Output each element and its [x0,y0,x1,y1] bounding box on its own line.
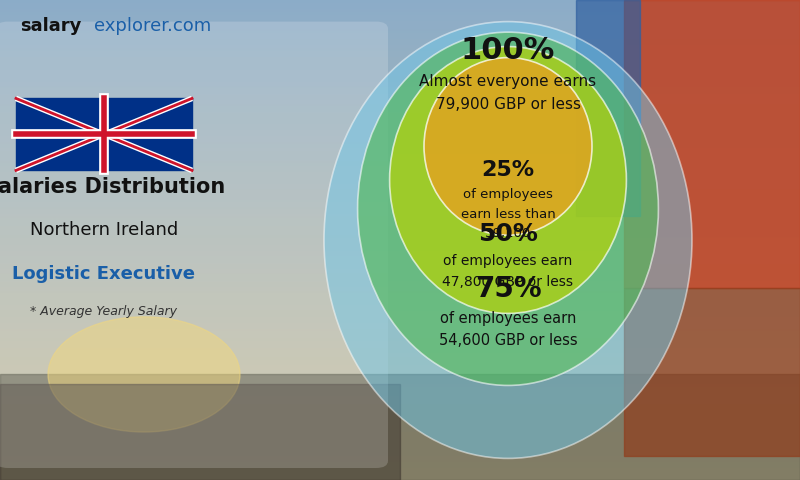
Text: 100%: 100% [461,36,555,65]
Text: salary: salary [20,17,82,35]
Bar [0,374,800,480]
Text: of employees: of employees [463,188,553,201]
Text: 39,100: 39,100 [485,227,531,240]
Text: of employees earn: of employees earn [440,311,576,326]
Text: * Average Yearly Salary: * Average Yearly Salary [30,305,178,319]
Text: explorer.com: explorer.com [94,17,212,35]
Text: Northern Ireland: Northern Ireland [30,221,178,240]
Text: 47,800 GBP or less: 47,800 GBP or less [442,275,574,289]
Text: 25%: 25% [482,160,534,180]
Bar [576,0,640,216]
Text: 50%: 50% [478,222,538,246]
Circle shape [48,317,240,432]
Text: earn less than: earn less than [461,208,555,221]
Bar [0,384,400,480]
Text: of employees earn: of employees earn [443,254,573,268]
Text: 79,900 GBP or less: 79,900 GBP or less [435,97,581,112]
Bar [624,0,800,288]
Text: 54,600 GBP or less: 54,600 GBP or less [438,333,578,348]
Bar [624,288,800,456]
Text: Logistic Executive: Logistic Executive [13,264,195,283]
Ellipse shape [424,58,592,235]
Text: Almost everyone earns: Almost everyone earns [419,74,597,89]
Ellipse shape [358,32,658,385]
Ellipse shape [390,47,626,313]
Text: 75%: 75% [474,276,542,303]
Bar [16,98,192,170]
FancyBboxPatch shape [0,22,388,468]
Ellipse shape [324,22,692,458]
Text: Salaries Distribution: Salaries Distribution [0,177,225,197]
